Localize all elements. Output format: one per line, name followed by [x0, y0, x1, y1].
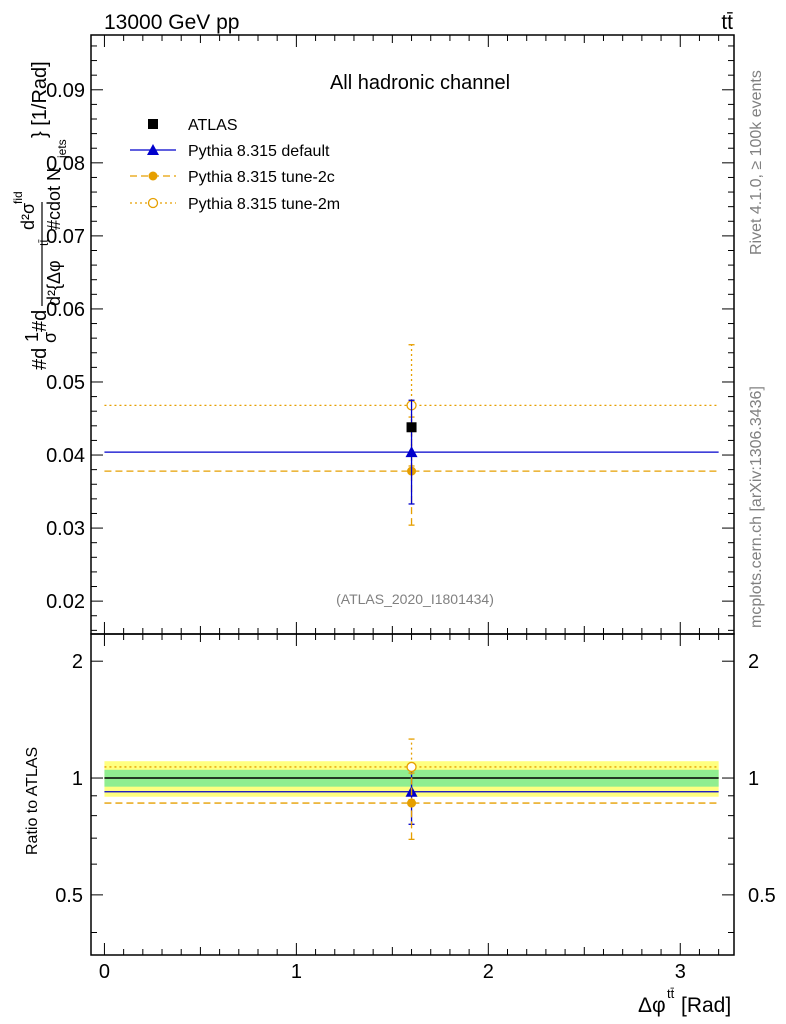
ylabel-num: d²σ — [18, 203, 38, 230]
energy-label: 13000 GeV pp — [104, 11, 239, 34]
ylabel-frac-den: σ — [40, 332, 60, 343]
ratio-data-layer — [104, 738, 719, 841]
y-tick-label-main: 0.09 — [46, 80, 85, 102]
ratio-panel: 0.5 0.5 1 1 2 2 0 1 2 3 Ratio to ATLAS Δφ tt̄ [Ra… — [24, 633, 776, 1017]
rivet-label: Rivet 4.1.0, ≥ 100k events — [748, 70, 765, 255]
legend-marker-atlas — [148, 119, 158, 129]
ratio-ylabel: Ratio to ATLAS — [24, 747, 41, 855]
main-data-layer — [104, 344, 719, 526]
analysis-watermark: (ATLAS_2020_I1801434) — [336, 591, 494, 607]
marker-main-pythia-8-315-default — [405, 446, 418, 458]
legend-entry-atlas: ATLAS — [148, 117, 238, 134]
y-tick-label-main: 0.04 — [46, 445, 85, 467]
ratio-ticks: 0.5 0.5 1 1 2 2 0 1 2 3 — [55, 634, 776, 983]
xlabel-main: Δφ — [638, 994, 666, 1017]
y-tick-label-main: 0.08 — [46, 153, 85, 175]
y-tick-label-ratio-left: 1 — [72, 768, 83, 790]
marker-main-atlas — [406, 422, 417, 433]
main-title: All hadronic channel — [330, 72, 510, 94]
ylabel-den-tail: #cdot N — [44, 168, 64, 230]
ylabel-den: d²{Δφ — [44, 260, 64, 306]
ylabel-frac-num: 1 — [22, 332, 42, 342]
y-tick-label-ratio-right: 2 — [748, 651, 759, 673]
y-tick-label-ratio-left: 0.5 — [55, 885, 83, 907]
legend-marker-tune2m — [147, 197, 159, 209]
legend-marker-default — [147, 144, 159, 155]
y-tick-label-main: 0.07 — [46, 226, 85, 248]
marker-ratio-pythia-8-315-tune-2c — [407, 798, 417, 808]
y-tick-label-main: 0.03 — [46, 518, 85, 540]
x-tick-label: 2 — [483, 961, 494, 983]
x-axis-label: Δφ tt̄ [Rad] — [638, 986, 731, 1017]
ylabel-den-sub: jets — [55, 139, 69, 159]
x-tick-label: 0 — [99, 961, 110, 983]
y-tick-label-main: 0.05 — [46, 372, 85, 394]
ylabel-den-sup: tt̄ — [37, 239, 51, 246]
legend-label-tune2c: Pythia 8.315 tune-2c — [188, 169, 335, 186]
main-panel: 0.02 0.03 0.04 0.05 0.06 0.07 0.08 0.09 All had… — [11, 34, 735, 635]
main-ylabel: #d 1 σ #d d²σ fid d²{Δφ tt̄ #cdot N jets… — [11, 61, 69, 370]
legend-label-tune2m: Pythia 8.315 tune-2m — [188, 196, 340, 213]
x-tick-label: 3 — [675, 961, 686, 983]
y-tick-label-main: 0.06 — [46, 299, 85, 321]
marker-ratio-pythia-8-315-tune-2m — [406, 761, 417, 773]
y-tick-label-ratio-left: 2 — [72, 651, 83, 673]
y-tick-label-ratio-right: 0.5 — [748, 885, 776, 907]
y-tick-label-ratio-right: 1 — [748, 768, 759, 790]
y-tick-label-main: 0.02 — [46, 591, 85, 613]
legend: ATLAS Pythia 8.315 default Pythia 8.315 … — [130, 117, 340, 213]
ylabel-lead: #d — [29, 348, 51, 370]
legend-entry-tune2c: Pythia 8.315 tune-2c — [130, 169, 335, 186]
ylabel-mid: #d — [29, 310, 51, 332]
legend-entry-default: Pythia 8.315 default — [130, 143, 330, 160]
main-ticks: 0.02 0.03 0.04 0.05 0.06 0.07 0.08 0.09 — [46, 35, 734, 634]
xlabel-unit: [Rad] — [681, 994, 731, 1017]
mcplots-label: mcplots.cern.ch [arXiv:1306.3436] — [748, 386, 765, 628]
ylabel-num-sup: fid — [11, 191, 25, 204]
x-tick-label: 1 — [291, 961, 302, 983]
ratio-frame — [90, 633, 735, 956]
ylabel-unit: } [1/Rad] — [29, 61, 51, 138]
legend-label-default: Pythia 8.315 default — [188, 143, 330, 160]
legend-label-atlas: ATLAS — [188, 117, 238, 134]
process-label: tt̄ — [721, 11, 733, 34]
xlabel-sup: tt̄ — [667, 986, 675, 1001]
legend-marker-tune2c — [148, 171, 158, 181]
legend-entry-tune2m: Pythia 8.315 tune-2m — [130, 196, 340, 213]
